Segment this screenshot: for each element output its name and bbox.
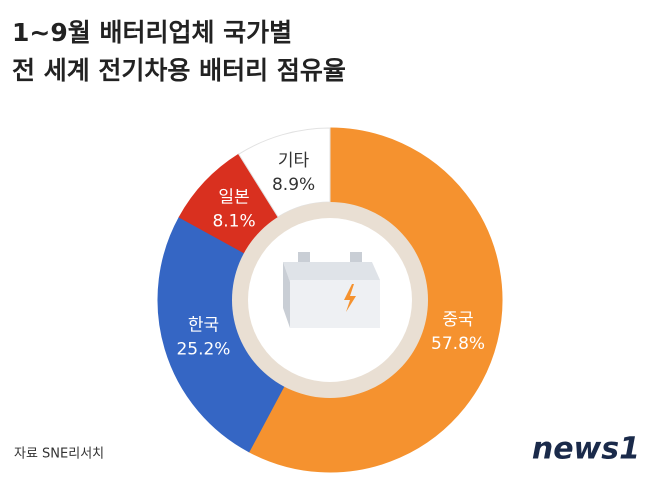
slice-value: 8.9%	[272, 175, 315, 195]
battery-icon	[283, 252, 380, 328]
donut	[157, 127, 503, 473]
slice-value: 8.1%	[212, 211, 255, 231]
source: 자료 SNE리서치	[14, 447, 104, 462]
chart-title: 1~9월 배터리업체 국가별	[12, 18, 292, 47]
slice-category: 중국	[442, 310, 473, 330]
slice-category: 일본	[218, 187, 249, 207]
slice-value: 25.2%	[176, 340, 230, 360]
slice-value: 57.8%	[431, 334, 485, 354]
logo: news1	[532, 432, 640, 467]
slice-category: 기타	[278, 151, 310, 171]
chart-subtitle: 전 세계 전기차용 배터리 점유율	[12, 56, 346, 85]
slice-category: 한국	[188, 316, 219, 336]
